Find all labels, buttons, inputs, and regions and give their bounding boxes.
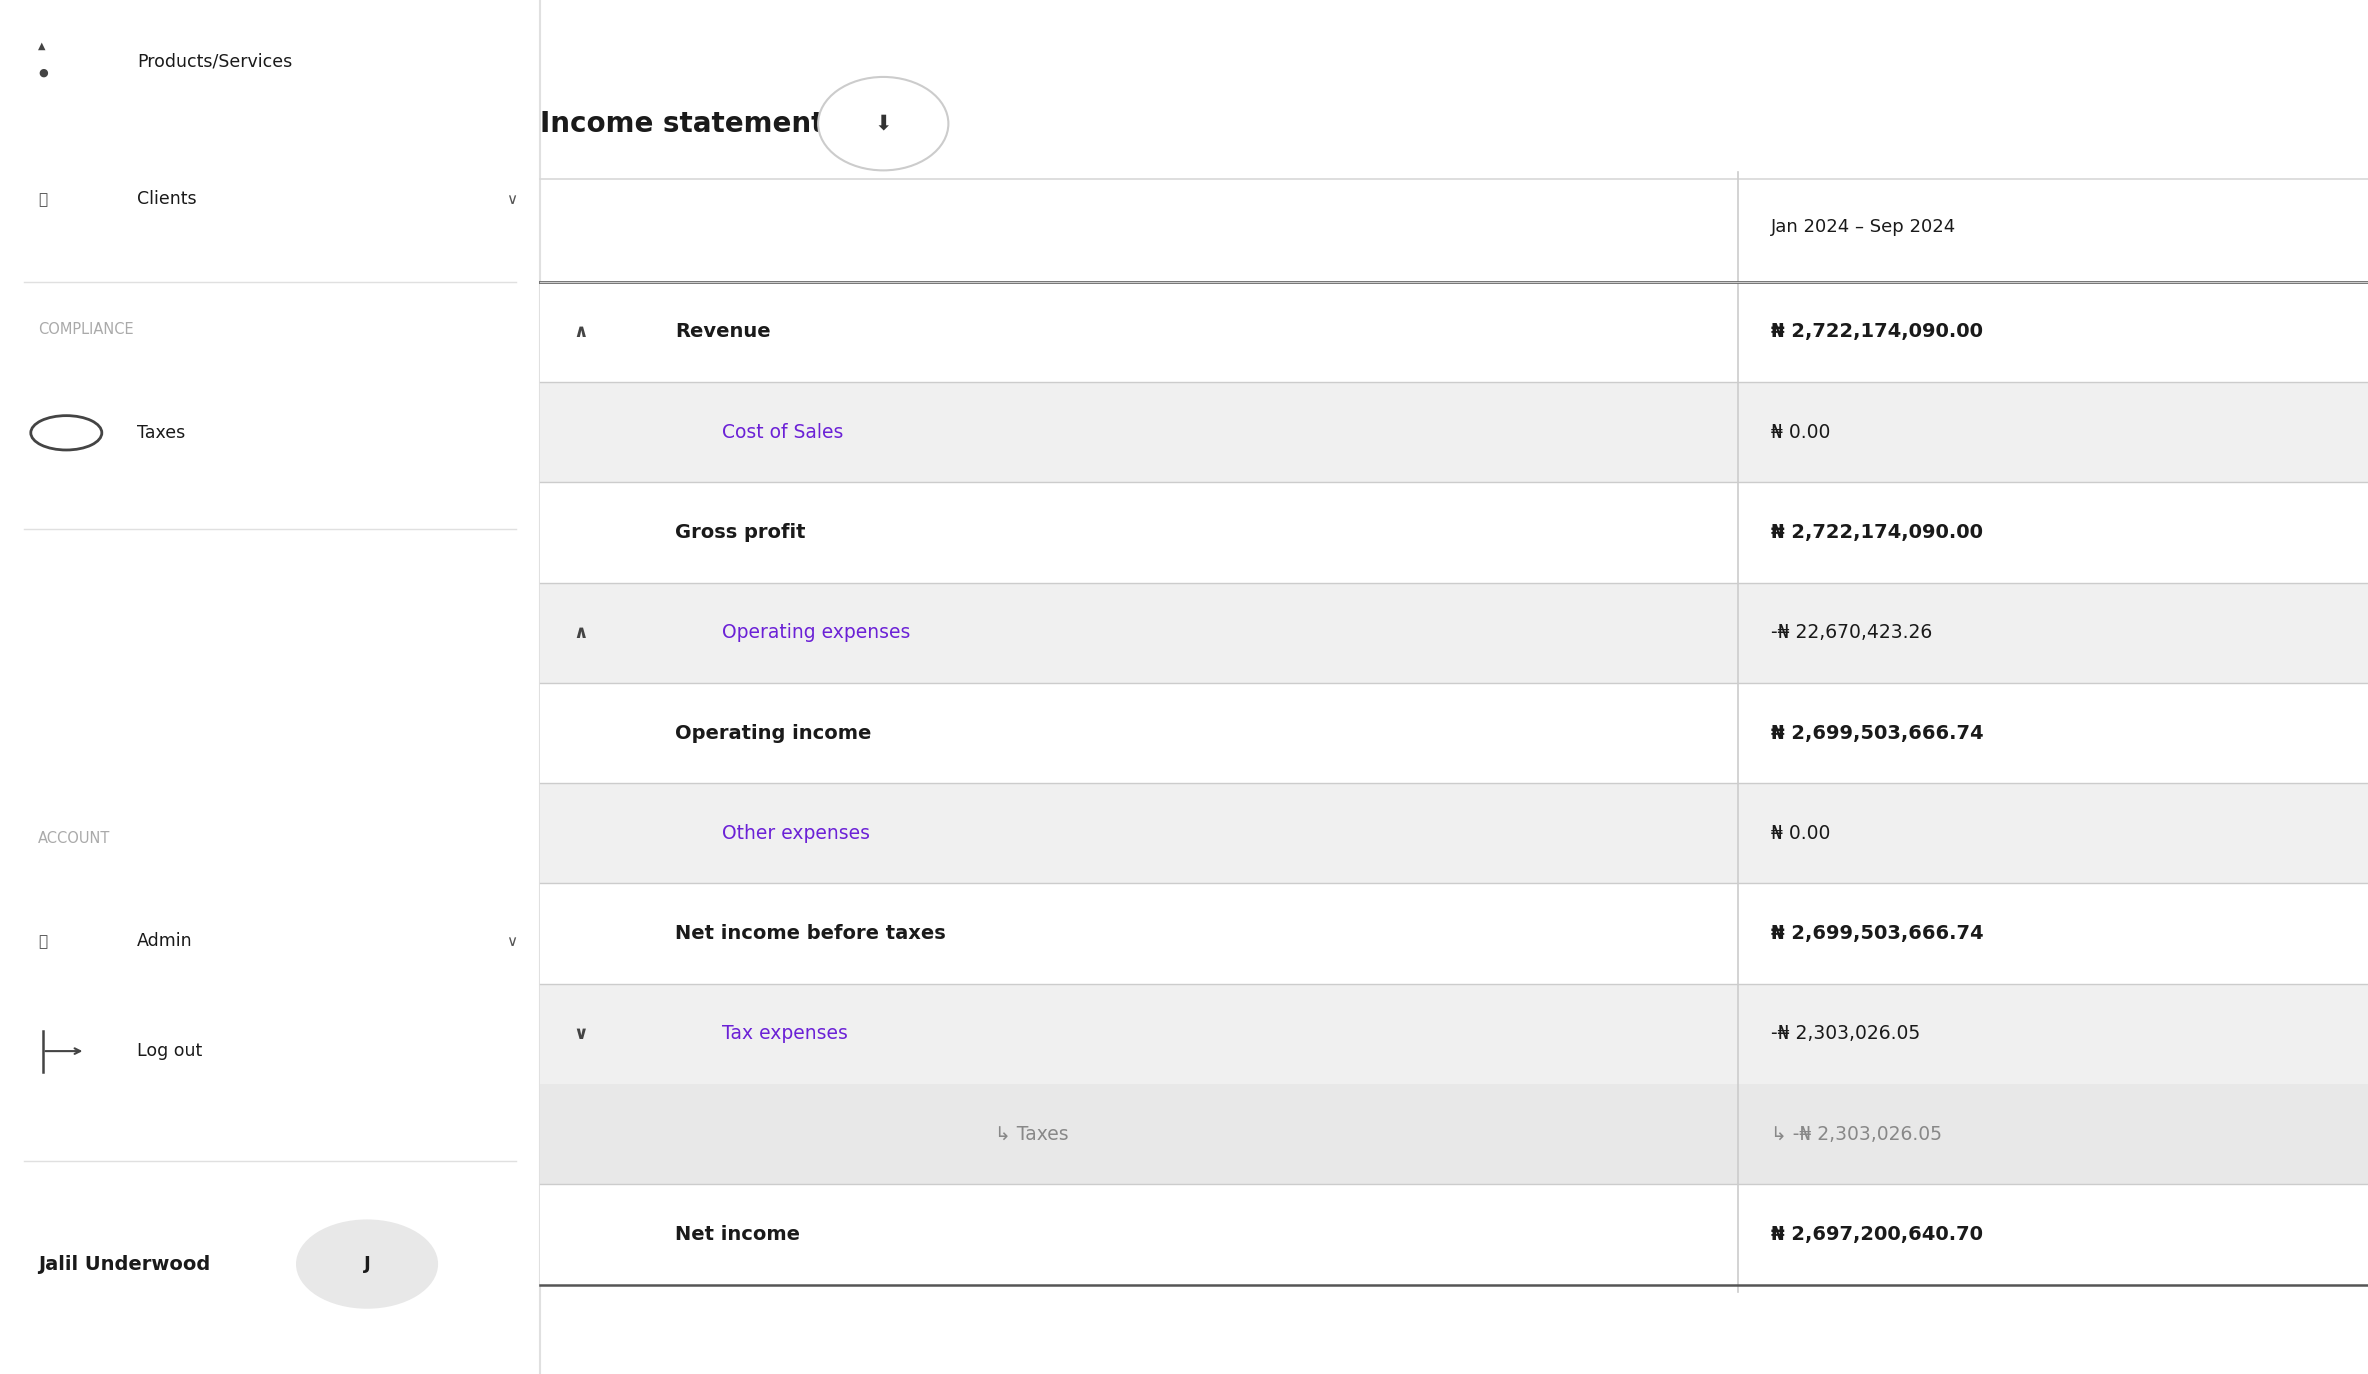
Text: ₦ 2,699,503,666.74: ₦ 2,699,503,666.74: [1771, 724, 1984, 742]
Text: ∧: ∧: [573, 323, 587, 341]
Ellipse shape: [296, 1220, 438, 1308]
Bar: [540, 282, 2368, 382]
Text: ACCOUNT: ACCOUNT: [38, 831, 111, 845]
Text: ∨: ∨: [507, 192, 516, 206]
Text: ▲: ▲: [38, 40, 45, 51]
Text: Tax expenses: Tax expenses: [722, 1025, 848, 1043]
Text: ₦ 2,697,200,640.70: ₦ 2,697,200,640.70: [1771, 1226, 1984, 1243]
Text: Taxes: Taxes: [137, 423, 185, 442]
Ellipse shape: [817, 77, 947, 170]
Text: ●: ●: [38, 67, 47, 78]
Text: Log out: Log out: [137, 1041, 204, 1061]
Text: -₦ 2,303,026.05: -₦ 2,303,026.05: [1771, 1025, 1920, 1043]
Text: Net income before taxes: Net income before taxes: [675, 925, 945, 943]
Text: Gross profit: Gross profit: [675, 523, 805, 541]
Bar: [540, 683, 2368, 783]
Text: J: J: [365, 1254, 369, 1274]
Bar: [540, 883, 2368, 984]
Text: Clients: Clients: [137, 190, 197, 209]
Bar: [540, 583, 2368, 683]
Text: Jalil Underwood: Jalil Underwood: [38, 1254, 211, 1274]
Text: 👤: 👤: [38, 934, 47, 948]
Text: ∨: ∨: [507, 934, 516, 948]
Text: ∧: ∧: [573, 624, 587, 642]
Text: Jan 2024 – Sep 2024: Jan 2024 – Sep 2024: [1771, 217, 1956, 236]
Bar: [540, 1184, 2368, 1285]
Bar: [540, 382, 2368, 482]
Text: ∨: ∨: [573, 1025, 587, 1043]
Text: ↳ -₦ 2,303,026.05: ↳ -₦ 2,303,026.05: [1771, 1125, 1942, 1143]
Text: Cost of Sales: Cost of Sales: [722, 423, 843, 441]
Bar: [540, 1084, 2368, 1184]
Bar: [540, 482, 2368, 583]
Bar: [540, 783, 2368, 883]
Text: COMPLIANCE: COMPLIANCE: [38, 323, 133, 337]
Text: Operating expenses: Operating expenses: [722, 624, 912, 642]
Text: Products/Services: Products/Services: [137, 52, 294, 71]
Text: Operating income: Operating income: [675, 724, 871, 742]
Text: Revenue: Revenue: [675, 323, 770, 341]
Text: ₦ 2,722,174,090.00: ₦ 2,722,174,090.00: [1771, 323, 1984, 341]
Text: ⬇: ⬇: [874, 114, 893, 133]
Bar: [540, 984, 2368, 1084]
Text: Other expenses: Other expenses: [722, 824, 871, 842]
Text: Admin: Admin: [137, 932, 192, 951]
Text: ↳ Taxes: ↳ Taxes: [995, 1125, 1068, 1143]
Text: Net income: Net income: [675, 1226, 800, 1243]
Text: ₦ 0.00: ₦ 0.00: [1771, 423, 1830, 441]
Text: ₦ 0.00: ₦ 0.00: [1771, 824, 1830, 842]
Bar: [0, 0, 540, 1374]
Text: -₦ 22,670,423.26: -₦ 22,670,423.26: [1771, 624, 1932, 642]
Text: Income statement: Income statement: [540, 110, 824, 137]
Text: 👥: 👥: [38, 192, 47, 206]
Text: ₦ 2,699,503,666.74: ₦ 2,699,503,666.74: [1771, 925, 1984, 943]
Text: ₦ 2,722,174,090.00: ₦ 2,722,174,090.00: [1771, 523, 1984, 541]
